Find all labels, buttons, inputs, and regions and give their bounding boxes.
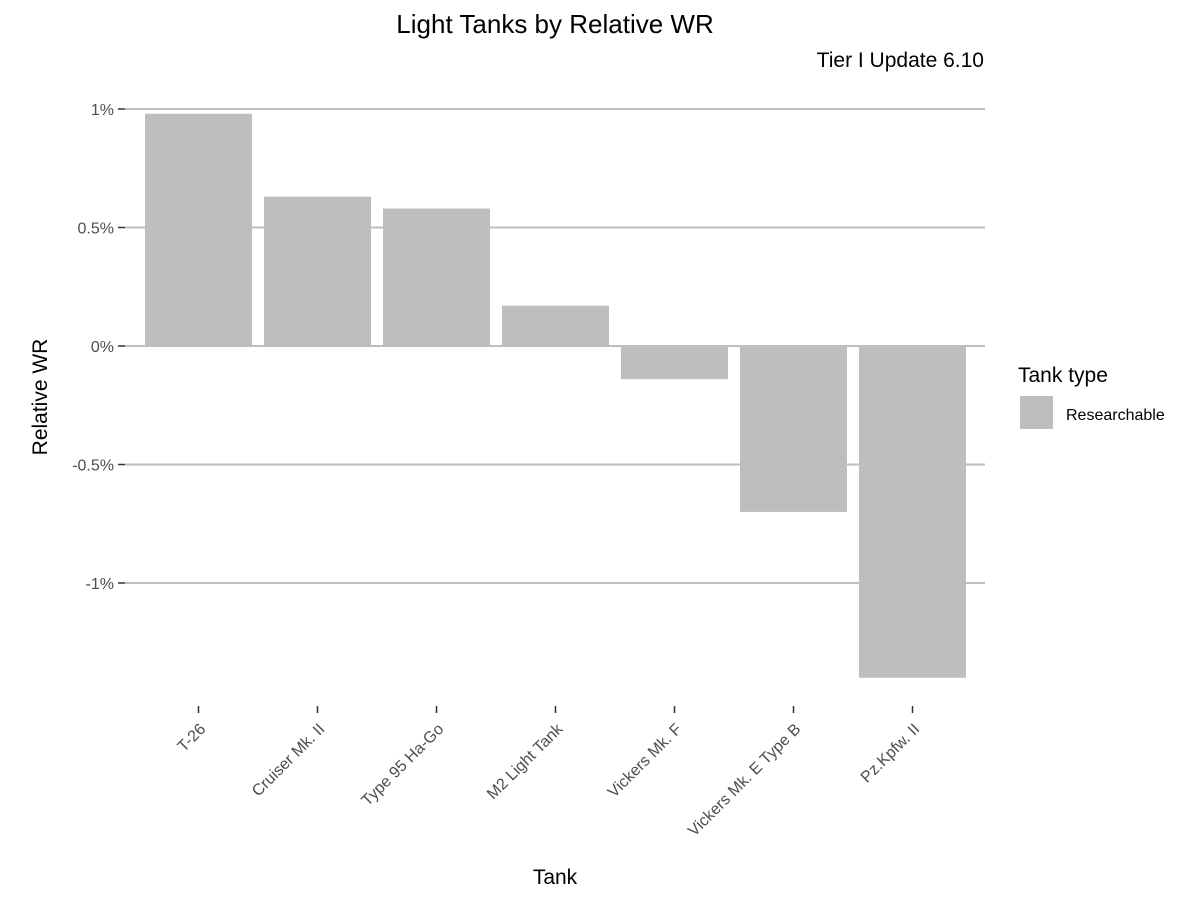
y-tick-label: -1% xyxy=(86,576,114,593)
bar xyxy=(145,113,252,347)
y-tick-label: -0.5% xyxy=(72,458,114,475)
bar xyxy=(859,346,966,678)
bar xyxy=(621,346,728,380)
bar xyxy=(502,305,609,346)
bar xyxy=(383,208,490,346)
y-tick-label: 0% xyxy=(91,339,114,356)
bar xyxy=(740,346,847,512)
x-tick-label: T-26 xyxy=(175,721,210,756)
chart-subtitle: Tier I Update 6.10 xyxy=(817,49,984,72)
x-tick-label: M2 Light Tank xyxy=(484,720,567,803)
y-axis-ticks: 1% 0.5% 0% -0.5% -1% xyxy=(72,102,125,593)
y-tick-label: 1% xyxy=(91,102,114,119)
bar xyxy=(264,196,371,346)
bars xyxy=(145,113,966,678)
x-tick-label: Cruiser Mk. II xyxy=(249,721,328,800)
gridlines xyxy=(125,108,985,584)
x-axis-title: Tank xyxy=(533,866,578,889)
x-axis-ticks: T-26 Cruiser Mk. II Type 95 Ha-Go M2 Light … xyxy=(175,706,923,840)
x-tick-label: Pz.Kpfw. II xyxy=(858,721,923,786)
chart-title: Light Tanks by Relative WR xyxy=(396,9,713,39)
x-tick-label: Vickers Mk. F xyxy=(605,721,685,801)
legend-title: Tank type xyxy=(1018,364,1108,387)
y-axis-title: Relative WR xyxy=(29,339,52,456)
legend-label-researchable: Researchable xyxy=(1066,407,1165,424)
x-tick-label: Vickers Mk. E Type B xyxy=(685,721,804,840)
legend: Tank type Researchable xyxy=(1018,364,1165,429)
legend-swatch-researchable xyxy=(1020,396,1053,429)
x-tick-label: Type 95 Ha-Go xyxy=(359,721,448,810)
y-tick-label: 0.5% xyxy=(78,221,114,238)
